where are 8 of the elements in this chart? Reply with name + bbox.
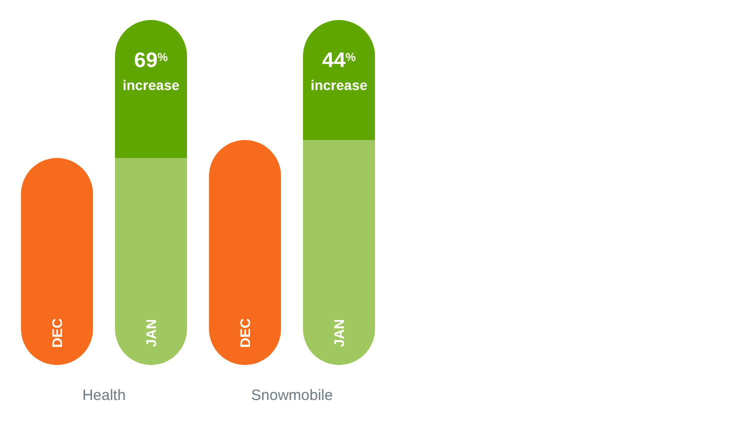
annotation: 44$^{%}$ increase [310,49,368,93]
x-tick-label: JAN [143,318,159,348]
x-tick-label: DEC [49,318,65,348]
x-tick-label: DEC [237,318,253,348]
text: Snowmobile [250,387,334,404]
x-tick-label: JAN [331,318,347,348]
text: Health [81,387,127,404]
annotation: 69$^{%}$ increase [122,49,180,93]
